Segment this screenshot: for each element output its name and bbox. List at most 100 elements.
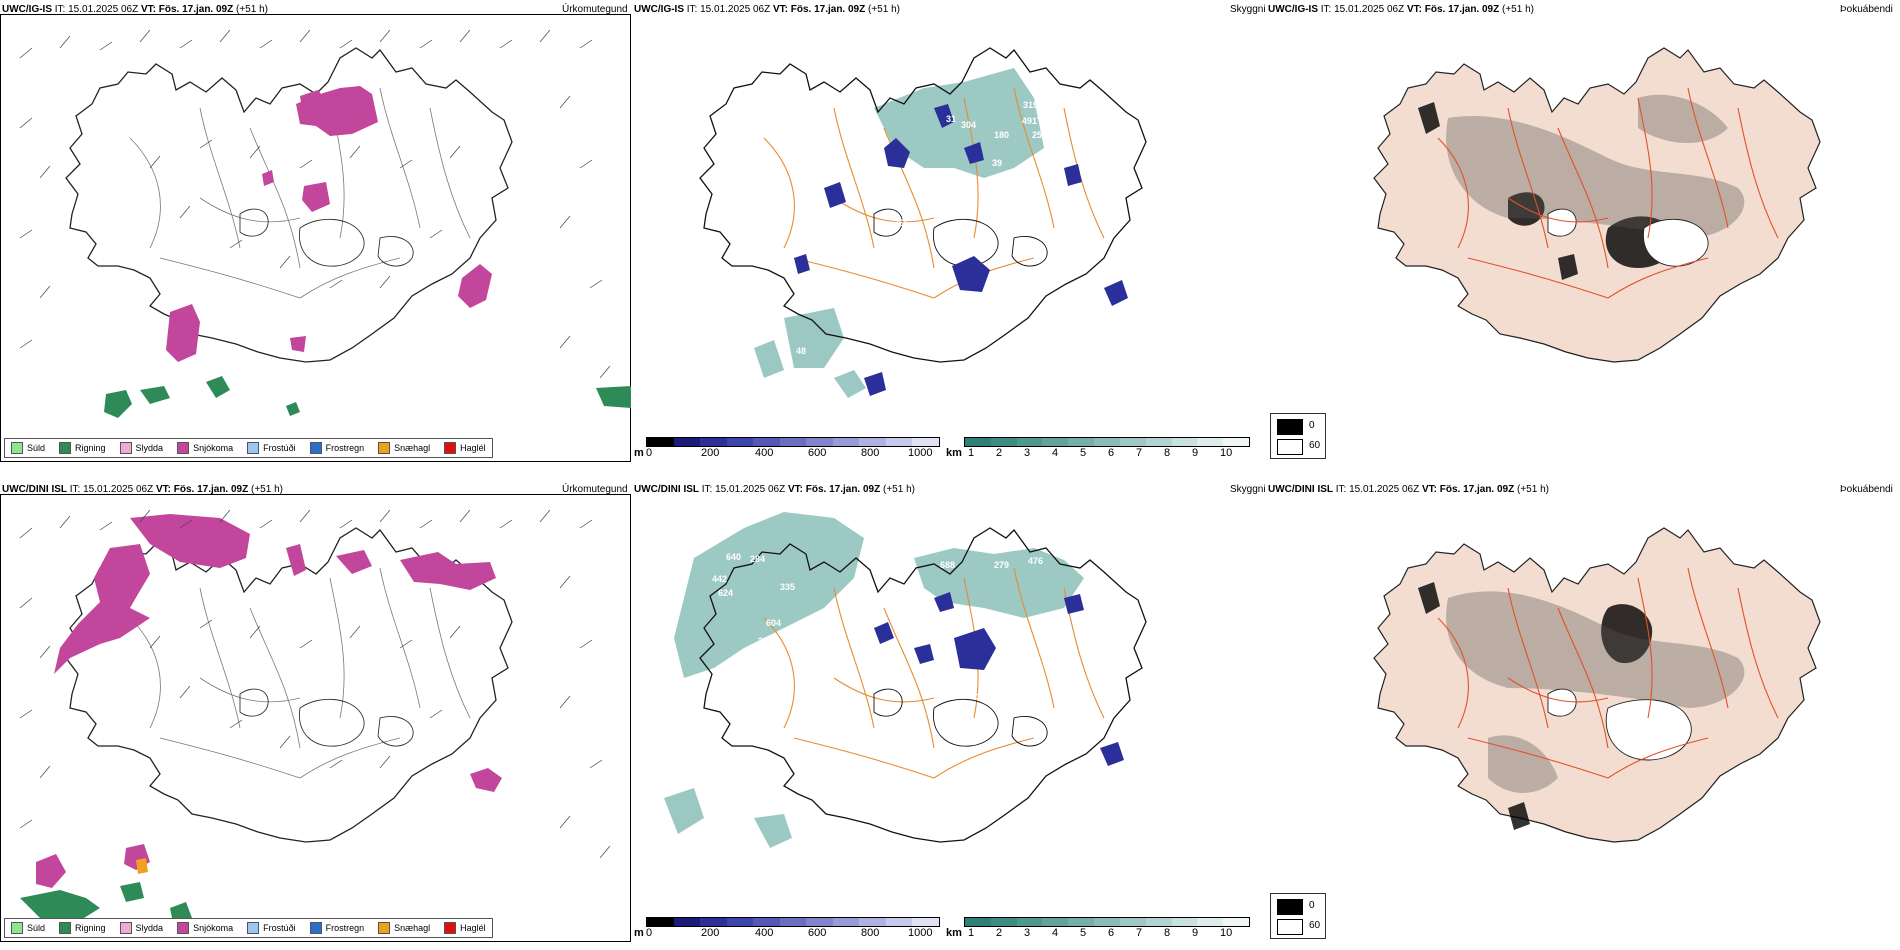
fog-legend: 0 60	[1270, 413, 1326, 459]
colorbar-tick: 0	[646, 447, 653, 459]
bar-segment	[1145, 918, 1172, 926]
cloud-label: 476	[1028, 556, 1043, 566]
legend-item: Slydda	[119, 442, 163, 454]
legend-item: Frostregn	[309, 442, 364, 454]
bar-segment	[726, 438, 754, 446]
panel-title: Úrkomutegund	[562, 4, 628, 15]
precip-type-legend: Súld Rigning Slydda Snjókoma Frostúði Fr…	[4, 918, 493, 938]
colorbar-tick: 400	[755, 927, 774, 939]
bar-segment	[1094, 438, 1120, 446]
legend-swatch	[119, 922, 132, 934]
visibility-scale	[964, 917, 1250, 927]
bar-segment	[647, 438, 674, 446]
cloud-base-colorbar: m 0 200 400 600 800 1000	[634, 915, 946, 945]
bar-segment	[1068, 918, 1095, 926]
rain-areas	[104, 376, 631, 418]
cloud-label: 46	[1130, 766, 1140, 776]
panel-header: UWC/IG-IS IT: 15.01.2025 06Z VT: Fös. 17…	[2, 4, 268, 15]
cloud-visibility-panel: UWC/DINI ISL IT: 15.01.2025 06Z VT: Fös.…	[634, 480, 1268, 950]
fog-gray-areas	[1446, 94, 1745, 238]
precip-map	[19, 509, 611, 918]
precip-type-panel: UWC/IG-IS IT: 15.01.2025 06Z VT: Fös. 17…	[0, 0, 634, 470]
cloud-base-labels: 31 304 319 787 491 180 258 152 469 31 39…	[716, 100, 1145, 394]
fog-index-panel: UWC/DINI ISL IT: 15.01.2025 06Z VT: Fös.…	[1268, 480, 1900, 950]
colorbar-tick: 600	[808, 927, 827, 939]
colorbar-tick: 600	[808, 447, 827, 459]
colorbar-tick: 5	[1080, 447, 1087, 459]
bar-segment	[965, 918, 991, 926]
legend-item: Snæhagl	[378, 922, 430, 934]
legend-item: Haglél	[444, 922, 486, 934]
colorbar-tick: 7	[1136, 927, 1143, 939]
legend-swatch	[378, 922, 391, 934]
colorbar-tick: 800	[861, 927, 880, 939]
colorbar-tick: 2	[996, 927, 1003, 939]
bar-segment	[1223, 438, 1249, 446]
bar-segment	[990, 918, 1017, 926]
colorbar-tick: 9	[1192, 927, 1199, 939]
legend-swatch	[11, 442, 23, 454]
legend-swatch	[59, 442, 72, 454]
cloud-label: 319	[1023, 100, 1038, 110]
cloud-label: 469	[1088, 144, 1103, 154]
legend-item: Frostúði	[247, 442, 296, 454]
forecast-row-1: UWC/IG-IS IT: 15.01.2025 06Z VT: Fös. 17…	[0, 0, 1900, 470]
cloud-label: 39	[992, 158, 1002, 168]
cloud-label: 93	[938, 174, 948, 184]
fog-legend-label: 0	[1309, 420, 1315, 431]
cloud-label: 366	[894, 218, 909, 228]
colorbar-tick: 8	[1164, 447, 1171, 459]
bar-segment	[647, 918, 674, 926]
colorbar-tick: 8	[1164, 927, 1171, 939]
bar-segment	[806, 438, 833, 446]
snow-pellet-area	[136, 858, 148, 874]
bar-segment	[1197, 438, 1224, 446]
panel-title: Þokuábendi	[1840, 484, 1893, 495]
cloud-label: 183	[884, 188, 899, 198]
legend-swatch	[247, 442, 260, 454]
fog-gray-areas	[1446, 591, 1745, 793]
visibility-colorbar: km 1 2 3 4 5 6 7 8 9 10	[946, 915, 1268, 945]
legend-swatch	[309, 442, 322, 454]
bar-segment	[1068, 438, 1095, 446]
cloud-label: 491	[1022, 116, 1037, 126]
cloud-label: 48	[796, 346, 806, 356]
bar-segment	[806, 918, 833, 926]
fog-legend-swatch-dark	[1277, 419, 1303, 435]
colorbar-tick: 6	[1108, 447, 1115, 459]
bar-segment	[859, 918, 886, 926]
fog-dark-areas	[1418, 582, 1653, 830]
legend-item: Slydda	[119, 922, 163, 934]
panel-header: UWC/IG-IS IT: 15.01.2025 06Z VT: Fös. 17…	[1268, 4, 1534, 15]
snow-areas	[36, 514, 502, 888]
bar-segment	[700, 918, 727, 926]
bar-segment	[912, 438, 940, 446]
cloud-map: 31 304 319 787 491 180 258 152 469 31 39…	[699, 47, 1147, 398]
precip-map	[19, 29, 631, 418]
bar-segment	[832, 918, 860, 926]
cloud-base-scale	[646, 917, 940, 927]
cloud-label: 787	[1036, 111, 1051, 121]
cloud-label: 74	[1124, 574, 1134, 584]
legend-swatch	[11, 922, 23, 934]
cloud-label: 117	[1012, 278, 1027, 288]
cloud-label: 284	[750, 554, 765, 564]
bar-segment	[1171, 918, 1198, 926]
legend-item: Rigning	[59, 442, 106, 454]
colorbar-tick: 9	[1192, 447, 1199, 459]
fog-map	[1373, 47, 1821, 363]
legend-swatch	[444, 922, 457, 934]
fog-index-panel: UWC/IG-IS IT: 15.01.2025 06Z VT: Fös. 17…	[1268, 0, 1900, 470]
colorbar-tick: 10	[1220, 927, 1233, 939]
panel-title: Skyggni	[1230, 4, 1266, 15]
cloud-label: 604	[766, 618, 781, 628]
bar-segment	[885, 438, 913, 446]
fog-legend-label: 60	[1309, 440, 1321, 451]
cloud-label: 180	[994, 130, 1009, 140]
colorbar-unit: m	[634, 927, 644, 939]
panel-header: UWC/DINI ISL IT: 15.01.2025 06Z VT: Fös.…	[2, 484, 283, 495]
fog-legend-label: 0	[1309, 900, 1315, 911]
bar-segment	[1197, 918, 1224, 926]
colorbar-tick: 400	[755, 447, 774, 459]
legend-swatch	[444, 442, 457, 454]
